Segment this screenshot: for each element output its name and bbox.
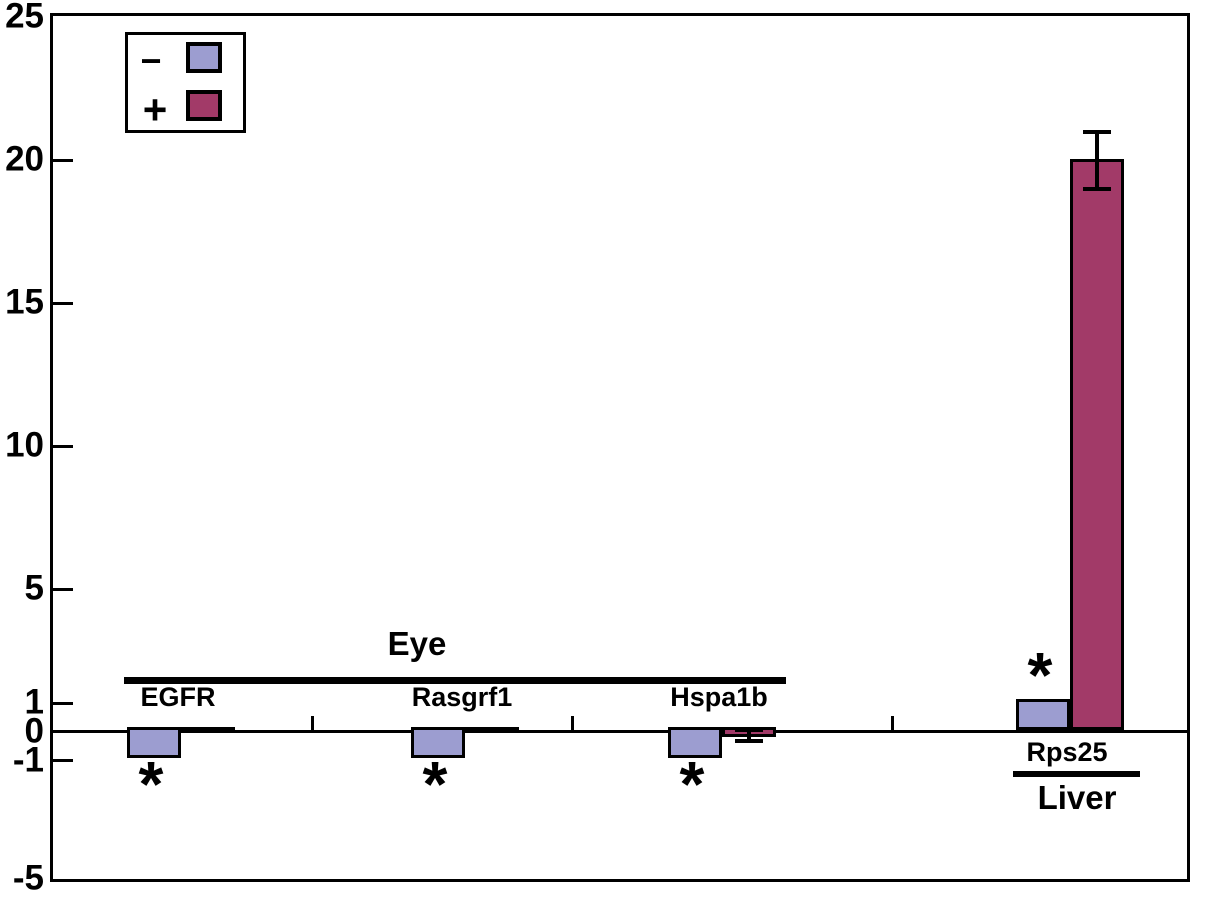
plot-area bbox=[50, 13, 1190, 882]
legend-plus-swatch bbox=[186, 90, 222, 121]
gene-label-hspa1b: Hspa1b bbox=[670, 682, 768, 712]
plus-bar-rps25 bbox=[1070, 159, 1124, 731]
minus-bar-rps25 bbox=[1016, 698, 1070, 731]
minus-bar-egfr bbox=[127, 727, 181, 759]
gene-label-rasgrf1: Rasgrf1 bbox=[411, 682, 513, 712]
y-axis-label-10: 10 bbox=[5, 425, 44, 465]
significance-asterisk-hspa1b: * bbox=[679, 748, 705, 820]
error-bar-rps25-top-cap bbox=[1083, 130, 1111, 135]
legend-plus-symbol: + bbox=[142, 86, 168, 133]
error-bar-hspa1b-bottom-cap bbox=[735, 739, 763, 744]
y-axis-label-neg5: -5 bbox=[12, 858, 44, 898]
legend: − + bbox=[125, 32, 246, 133]
y-axis-label-1: 1 bbox=[24, 682, 44, 722]
gene-label-rps25: Rps25 bbox=[1026, 737, 1108, 767]
section-label-eye: Eye bbox=[387, 625, 447, 662]
y-axis-label-15: 15 bbox=[5, 282, 44, 322]
legend-minus-swatch bbox=[186, 42, 222, 73]
y-axis-label-0: 0 bbox=[24, 711, 44, 751]
error-bar-hspa1b bbox=[747, 729, 751, 742]
y-axis-label-20: 20 bbox=[5, 139, 44, 179]
eye-section-line bbox=[124, 677, 786, 684]
plus-bar-rasgrf1 bbox=[465, 727, 519, 734]
zero-baseline bbox=[53, 730, 1187, 733]
error-bar-rps25 bbox=[1095, 132, 1099, 190]
significance-asterisk-egfr: * bbox=[138, 748, 164, 820]
gene-label-egfr: EGFR bbox=[140, 682, 216, 712]
plus-bar-egfr bbox=[181, 727, 235, 734]
significance-asterisk-rasgrf1: * bbox=[422, 748, 448, 820]
legend-minus-symbol: − bbox=[140, 40, 162, 81]
y-axis-label-25: 25 bbox=[5, 0, 44, 36]
significance-asterisk-rps25: * bbox=[1027, 639, 1053, 711]
x-tick-1 bbox=[311, 716, 314, 731]
y-tick-20 bbox=[53, 159, 73, 162]
error-bar-hspa1b-top-cap bbox=[735, 727, 763, 732]
y-tick-10 bbox=[53, 445, 73, 448]
y-tick-15 bbox=[53, 302, 73, 305]
y-tick-neg1 bbox=[53, 759, 73, 762]
section-label-liver: Liver bbox=[1037, 779, 1117, 816]
x-tick-2 bbox=[571, 716, 574, 731]
minus-bar-hspa1b bbox=[668, 727, 722, 759]
y-axis-label-neg1: -1 bbox=[12, 740, 44, 780]
x-tick-3 bbox=[891, 716, 894, 731]
error-bar-rps25-bottom-cap bbox=[1083, 187, 1111, 192]
y-axis-label-5: 5 bbox=[24, 568, 44, 608]
y-tick-5 bbox=[53, 588, 73, 591]
minus-bar-rasgrf1 bbox=[411, 727, 465, 759]
y-tick-1 bbox=[53, 702, 73, 705]
liver-section-line bbox=[1013, 771, 1140, 777]
